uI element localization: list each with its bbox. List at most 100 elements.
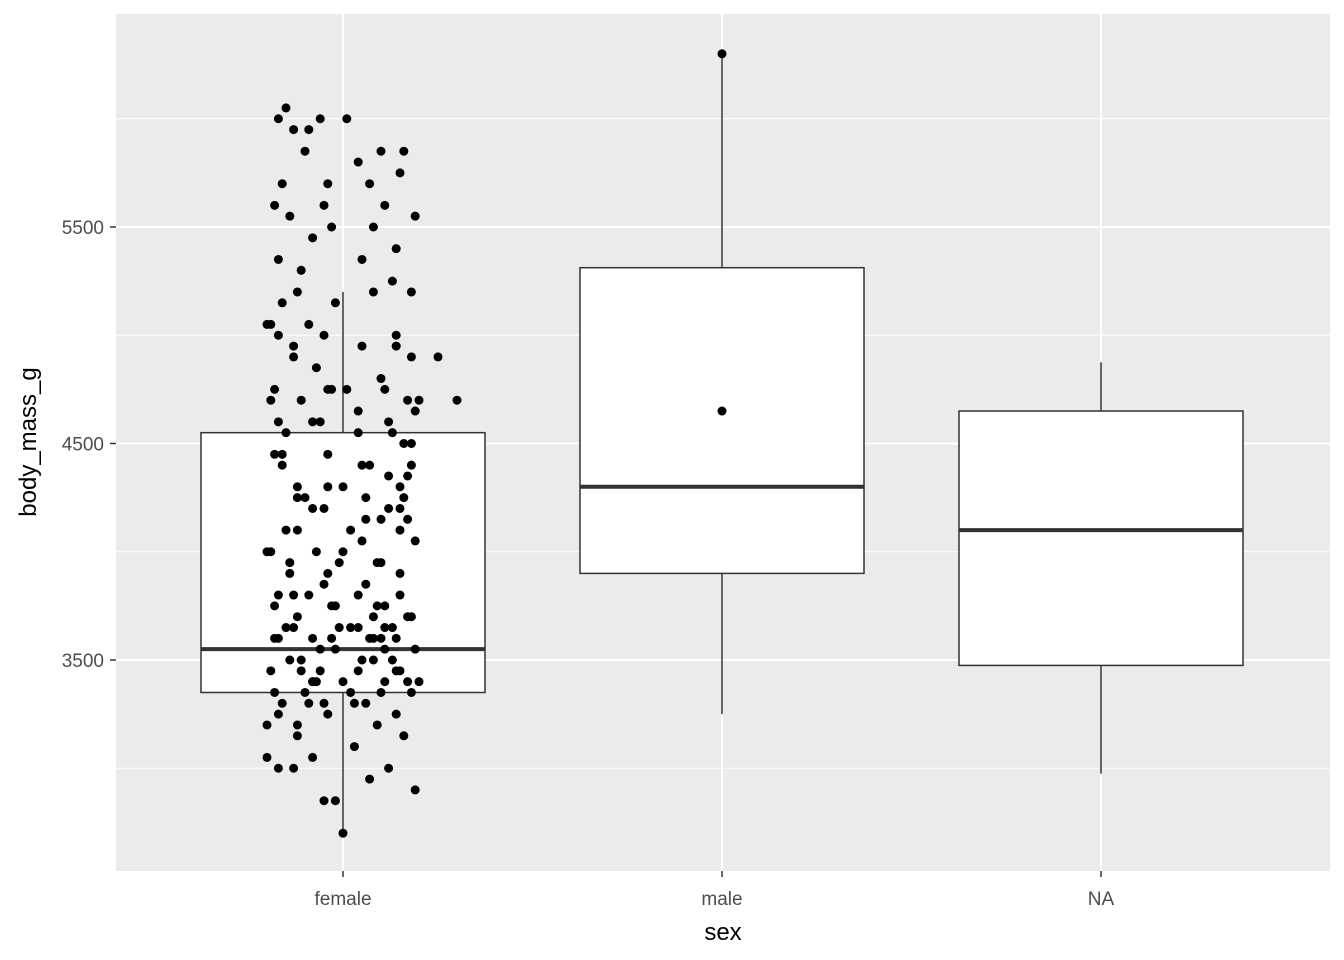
data-point (281, 623, 291, 633)
data-point (384, 503, 394, 513)
data-point (289, 590, 299, 600)
data-point (319, 200, 329, 210)
data-point (717, 406, 727, 416)
data-point (391, 666, 401, 676)
data-point (387, 428, 397, 438)
data-point (300, 687, 310, 697)
data-point (399, 493, 409, 503)
data-point (406, 439, 416, 448)
data-point (399, 731, 409, 741)
data-point (391, 330, 401, 340)
data-point (395, 525, 405, 535)
data-point (406, 687, 416, 697)
data-point (414, 677, 424, 687)
data-point (338, 677, 348, 687)
data-point (395, 168, 405, 178)
data-point (334, 623, 344, 633)
data-point (410, 211, 420, 221)
data-point (266, 666, 276, 676)
data-point (308, 677, 318, 687)
data-point (270, 384, 280, 394)
data-point (292, 731, 302, 741)
x-tick-label: male (701, 889, 742, 910)
box-iqr (579, 266, 865, 575)
data-point (376, 514, 386, 524)
data-point (342, 384, 352, 394)
data-point (315, 417, 325, 427)
data-point (346, 623, 356, 633)
data-point (361, 698, 371, 708)
data-point (410, 644, 420, 654)
data-point (277, 460, 287, 470)
data-point (327, 384, 337, 394)
y-tick-label: 5500 (62, 218, 104, 239)
data-point (327, 222, 337, 232)
data-point (289, 763, 299, 773)
data-point (273, 254, 283, 264)
data-point (292, 482, 302, 492)
data-point (376, 687, 386, 697)
data-point (380, 384, 390, 394)
data-point (403, 471, 413, 481)
data-point (406, 460, 416, 470)
data-point (270, 449, 280, 459)
data-point (395, 568, 405, 578)
data-point (380, 623, 390, 633)
data-point (406, 612, 416, 622)
data-point (281, 428, 291, 438)
data-point (315, 114, 325, 124)
data-point (300, 146, 310, 156)
data-point (323, 482, 333, 492)
data-point (372, 720, 382, 730)
data-point (311, 547, 321, 557)
data-point (387, 655, 397, 665)
data-point (376, 146, 386, 156)
data-point (391, 709, 401, 719)
data-point (403, 395, 413, 405)
data-point (410, 536, 420, 546)
axes: 3500 4500 5500 female male NA (62, 218, 1115, 910)
data-point (395, 503, 405, 513)
data-point (323, 449, 333, 459)
data-point (270, 687, 280, 697)
data-point (399, 439, 409, 448)
data-point (410, 785, 420, 795)
data-point (334, 558, 344, 568)
data-point (281, 103, 291, 113)
data-point (330, 644, 340, 654)
data-point (384, 471, 394, 481)
data-point (376, 374, 386, 384)
data-point (323, 179, 333, 189)
data-point (406, 352, 416, 362)
data-point (285, 655, 295, 665)
data-point (357, 460, 367, 470)
data-point (277, 179, 287, 189)
data-point (308, 503, 318, 513)
data-point (365, 774, 375, 784)
data-point (262, 752, 272, 762)
data-point (330, 601, 340, 611)
data-point (262, 720, 272, 730)
data-point (406, 287, 416, 297)
data-point (273, 709, 283, 719)
data-point (319, 330, 329, 340)
data-point (319, 796, 329, 806)
data-point (277, 449, 287, 459)
data-point (270, 633, 280, 643)
data-point (315, 644, 325, 654)
data-point (327, 633, 337, 643)
data-point (368, 633, 378, 643)
box-NA (958, 362, 1244, 774)
data-point (361, 514, 371, 524)
data-point (319, 698, 329, 708)
data-point (266, 395, 276, 405)
data-point (349, 698, 359, 708)
data-point (308, 417, 318, 427)
data-point (292, 612, 302, 622)
data-point (353, 428, 363, 438)
data-point (323, 568, 333, 578)
data-point (289, 341, 299, 351)
box-male (579, 53, 865, 715)
data-point (300, 493, 310, 503)
data-point (285, 568, 295, 578)
